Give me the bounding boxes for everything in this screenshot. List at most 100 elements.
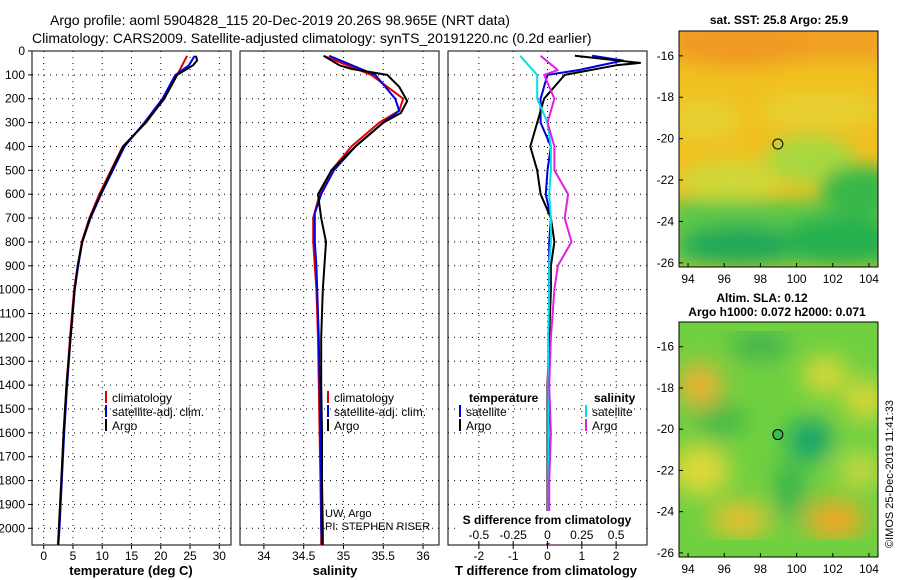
legend-swatch-satellite [327,405,329,417]
sst-map: sat. SST: 25.8 Argo: 25.9 [678,13,879,268]
s-diff-tick-label: -0.5 [469,528,490,542]
series-line-satellite-adj-clim- [57,55,196,546]
x-tick-label: 34.5 [292,549,316,563]
map-lat-tick-label: -26 [657,256,675,270]
x-tick-label: 25 [183,549,197,563]
series-line-salinity-argo [539,55,573,545]
pi-annotation-line2: PI: STEPHEN RISER [325,521,430,533]
legend-label-argo: Argo [334,419,360,433]
depth-tick-label: 1000 [0,283,25,297]
legend-label-temp-argo: Argo [466,419,492,433]
temperature-legend: climatology satellite-adj. clim. Argo [105,391,204,433]
legend-swatch-climatology [105,391,107,403]
depth-tick-label: 1600 [0,426,25,440]
legend-label-sal-satellite: satellite [592,405,633,419]
s-difference-ticks: -0.5 -0.25 0 0.25 0.5 [469,528,625,545]
x-tick-label: 30 [213,549,227,563]
map-lat-tick-label: -22 [657,173,675,187]
argo-position-marker-sla [772,429,784,441]
legend-swatch-sal-argo [585,419,587,431]
depth-tick-label: 1400 [0,378,25,392]
legend-swatch-argo [327,419,329,431]
depth-tick-label: 800 [5,235,25,249]
series-line-satellite-adj-clim- [313,54,401,546]
s-diff-tick-label: -0.25 [500,528,528,542]
x-tick-label: 2 [613,549,620,563]
sla-map-subtitle: Argo h1000: 0.072 h2000: 0.071 [688,305,866,319]
difference-legend: temperature satellite Argo salinity sate… [459,391,636,433]
legend-swatch-argo [105,419,107,431]
map-lon-tick-label: 102 [823,562,843,576]
depth-tick-label: 1900 [0,497,25,511]
salinity-panel-frame [239,50,440,546]
legend-swatch-temp-satellite [459,405,461,417]
legend-label-sal-argo: Argo [592,419,618,433]
depth-tick-label: 1700 [0,450,25,464]
legend-label-satellite: satellite-adj. clim. [112,405,204,419]
depth-tick-label: 200 [5,92,25,106]
map-lat-tick-label: -16 [657,340,675,354]
depth-tick-label: 900 [5,259,25,273]
sla-map-frame [678,321,879,558]
legend-title-salinity: salinity [594,391,636,405]
depth-tick-label: 700 [5,211,25,225]
profile-lines [56,54,642,546]
legend-swatch-sal-satellite [585,405,587,417]
legend-label-climatology: climatology [112,391,172,405]
map-axes: 94 96 98 100 102 104 -16 -18 -20 -22 -24 -26 94 96 98 1… [657,49,880,576]
legend-swatch-climatology [327,391,329,403]
map-lat-tick-label: -24 [657,505,675,519]
figure-title-line1: Argo profile: aoml 5904828_115 20-Dec-20… [50,12,510,28]
series-line-climatology [312,54,405,545]
x-tick-label: 35 [337,549,351,563]
x-tick-label: -2 [474,549,485,563]
depth-axis: 0 100 200 300 400 500 600 700 800 900 1000 1100 1200… [0,44,32,535]
argo-position-marker-sst [772,138,784,150]
imos-watermark: ©IMOS 25-Dec-2019 11:41:33 [884,400,896,548]
x-tick-label: 0 [40,549,47,563]
figure-title-line2: Climatology: CARS2009. Satellite-adjuste… [32,30,592,46]
x-tick-label: 5 [70,549,77,563]
x-tick-label: 1 [578,549,585,563]
series-line-salinity-satellite [519,55,552,529]
map-lon-tick-label: 104 [859,562,879,576]
depth-tick-label: 100 [5,68,25,82]
depth-tick-label: 1500 [0,402,25,416]
s-diff-tick-label: 0.5 [608,528,625,542]
depth-tick-label: 0 [18,44,25,58]
depth-tick-label: 1200 [0,330,25,344]
s-diff-tick-label: 0.25 [570,528,594,542]
x-tick-label: 15 [125,549,139,563]
map-lat-tick-label: -18 [657,381,675,395]
depth-tick-label: 1300 [0,354,25,368]
map-lon-tick-label: 98 [754,272,768,286]
salinity-legend: climatology satellite-adj. clim. Argo UW… [325,391,430,533]
temperature-axis-label: temperature (deg C) [69,563,193,578]
legend-swatch-temp-argo [459,419,461,431]
legend-label-satellite: satellite-adj. clim. [334,405,426,419]
x-axes: 0 5 10 15 20 25 30 34 34.5 35 35.5 36 -2 -1 0 1 2 [40,545,620,563]
x-tick-label: 34 [257,549,271,563]
depth-tick-label: 600 [5,187,25,201]
x-tick-label: 35.5 [372,549,396,563]
map-lon-tick-label: 104 [859,272,879,286]
legend-label-argo: Argo [112,419,138,433]
x-tick-label: 0 [544,549,551,563]
depth-tick-label: 300 [5,116,25,130]
map-lon-tick-label: 100 [787,272,807,286]
depth-tick-label: 1100 [0,307,25,321]
series-line-temperature-argo [529,54,642,545]
depth-tick-label: 2000 [0,521,25,535]
depth-tick-label: 1800 [0,474,25,488]
map-lat-tick-label: -24 [657,214,675,228]
legend-label-temp-satellite: satellite [466,405,507,419]
map-lat-tick-label: -18 [657,90,675,104]
series-line-argo [317,54,409,545]
map-lat-tick-label: -26 [657,546,675,560]
s-diff-axis-background [455,511,641,543]
map-lon-tick-label: 100 [787,562,807,576]
pi-annotation-line1: UW, Argo [325,508,371,520]
map-lon-tick-label: 96 [718,562,732,576]
map-lat-tick-label: -22 [657,463,675,477]
